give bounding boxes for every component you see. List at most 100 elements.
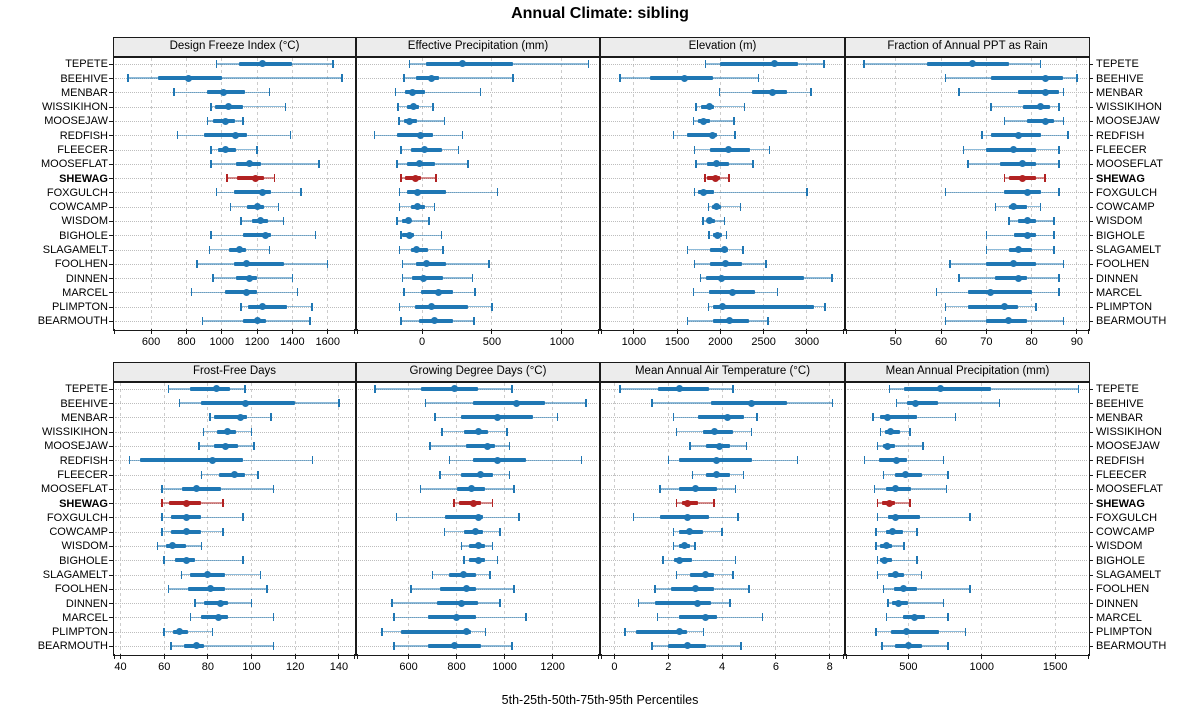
percentile-whisker <box>162 516 243 519</box>
whisker-cap <box>209 413 211 422</box>
axis-edge-tick <box>597 654 599 660</box>
whisker-cap <box>277 202 279 211</box>
percentile-whisker <box>887 602 944 604</box>
whisker-cap <box>429 442 431 451</box>
whisker-cap <box>1058 159 1060 168</box>
whisker-cap <box>725 231 728 240</box>
axis-tick <box>895 329 897 335</box>
axis-edge-tick <box>356 329 358 335</box>
interquartile-bar <box>242 233 272 238</box>
panel-body: 40 60 80 100 120 140 <box>109 382 356 673</box>
whisker-cap <box>885 613 888 622</box>
row-guideline <box>358 149 598 151</box>
whisker-cap <box>587 59 590 68</box>
whisker-cap <box>173 88 175 97</box>
percentile-whisker <box>708 205 741 208</box>
whisker-cap <box>311 302 313 311</box>
station-label: MOOSEJAW <box>1096 115 1160 128</box>
median-dot <box>683 499 691 507</box>
median-dot <box>204 571 212 579</box>
whisker-cap <box>396 159 398 168</box>
median-dot <box>969 60 977 68</box>
whisker-cap <box>713 499 715 508</box>
whisker-cap <box>391 599 393 608</box>
median-dot <box>888 528 896 536</box>
whisker-cap <box>374 384 376 393</box>
whisker-cap <box>691 470 694 479</box>
whisker-cap <box>637 599 640 608</box>
whisker-cap <box>373 131 376 140</box>
median-dot <box>453 613 461 621</box>
interquartile-bar <box>679 615 717 620</box>
median-dot <box>176 628 183 636</box>
whisker-cap <box>675 570 678 579</box>
row-tick <box>109 560 113 562</box>
whisker-cap <box>491 541 494 550</box>
station-label: MOOSEJAW <box>44 115 108 128</box>
gridline <box>150 58 152 330</box>
station-label: MENBAR <box>1096 86 1144 99</box>
whisker-cap <box>341 74 343 83</box>
median-dot <box>1019 174 1027 182</box>
row-tick <box>109 545 113 547</box>
whisker-cap <box>1062 316 1065 325</box>
row-tick <box>109 460 113 462</box>
median-dot <box>450 385 458 393</box>
median-dot <box>713 160 721 168</box>
interquartile-bar <box>879 458 907 463</box>
row-tick <box>109 531 113 533</box>
axis-tick-label: 2500 <box>751 336 776 349</box>
gridline <box>163 383 165 655</box>
row-tick <box>109 249 113 251</box>
whisker-cap <box>394 88 397 97</box>
axis-tick <box>613 654 615 660</box>
row-guideline <box>847 460 1088 462</box>
axis-tick <box>719 329 721 335</box>
interquartile-bar <box>686 133 717 138</box>
whisker-cap <box>474 288 476 297</box>
median-dot <box>221 442 229 450</box>
axis-tick-label: 70 <box>980 336 993 349</box>
median-dot <box>221 117 229 125</box>
whisker-cap <box>471 274 474 283</box>
percentile-whisker <box>877 516 971 519</box>
whisker-cap <box>419 484 422 493</box>
whisker-cap <box>944 188 947 197</box>
station-label: BEEHIVE <box>1096 72 1144 85</box>
median-dot <box>258 303 266 311</box>
median-dot <box>241 399 249 407</box>
median-dot <box>691 585 699 593</box>
whisker-cap <box>198 442 200 451</box>
interquartile-bar <box>709 247 729 252</box>
row-guideline <box>847 488 1088 490</box>
whisker-cap <box>210 159 212 168</box>
row-tick <box>109 388 113 390</box>
gridline <box>676 58 678 330</box>
median-dot <box>709 131 717 139</box>
percentile-whisker <box>945 191 1059 194</box>
panel-title: Effective Precipitation (mm) <box>356 37 600 57</box>
row-tick <box>1089 574 1094 576</box>
median-dot <box>415 160 423 168</box>
row-guideline <box>847 220 1088 222</box>
median-dot <box>484 442 492 450</box>
whisker-cap <box>882 470 885 479</box>
whisker-cap <box>916 527 918 536</box>
station-label: FLEECER <box>1096 468 1147 481</box>
station-label: REDFISH <box>1096 454 1145 467</box>
station-label: BEEHIVE <box>1096 397 1144 410</box>
median-dot <box>712 203 720 211</box>
interquartile-bar <box>235 276 258 281</box>
median-dot <box>421 146 429 154</box>
row-tick <box>1089 617 1094 619</box>
whisker-cap <box>400 174 402 183</box>
whisker-cap <box>1062 259 1065 268</box>
row-tick <box>1089 135 1094 137</box>
axis-tick <box>491 329 493 335</box>
median-dot <box>193 642 201 650</box>
whisker-cap <box>512 74 514 83</box>
median-dot <box>221 146 229 154</box>
station-label: MARCEL <box>62 286 108 299</box>
median-dot <box>422 260 430 268</box>
whisker-cap <box>689 442 691 451</box>
